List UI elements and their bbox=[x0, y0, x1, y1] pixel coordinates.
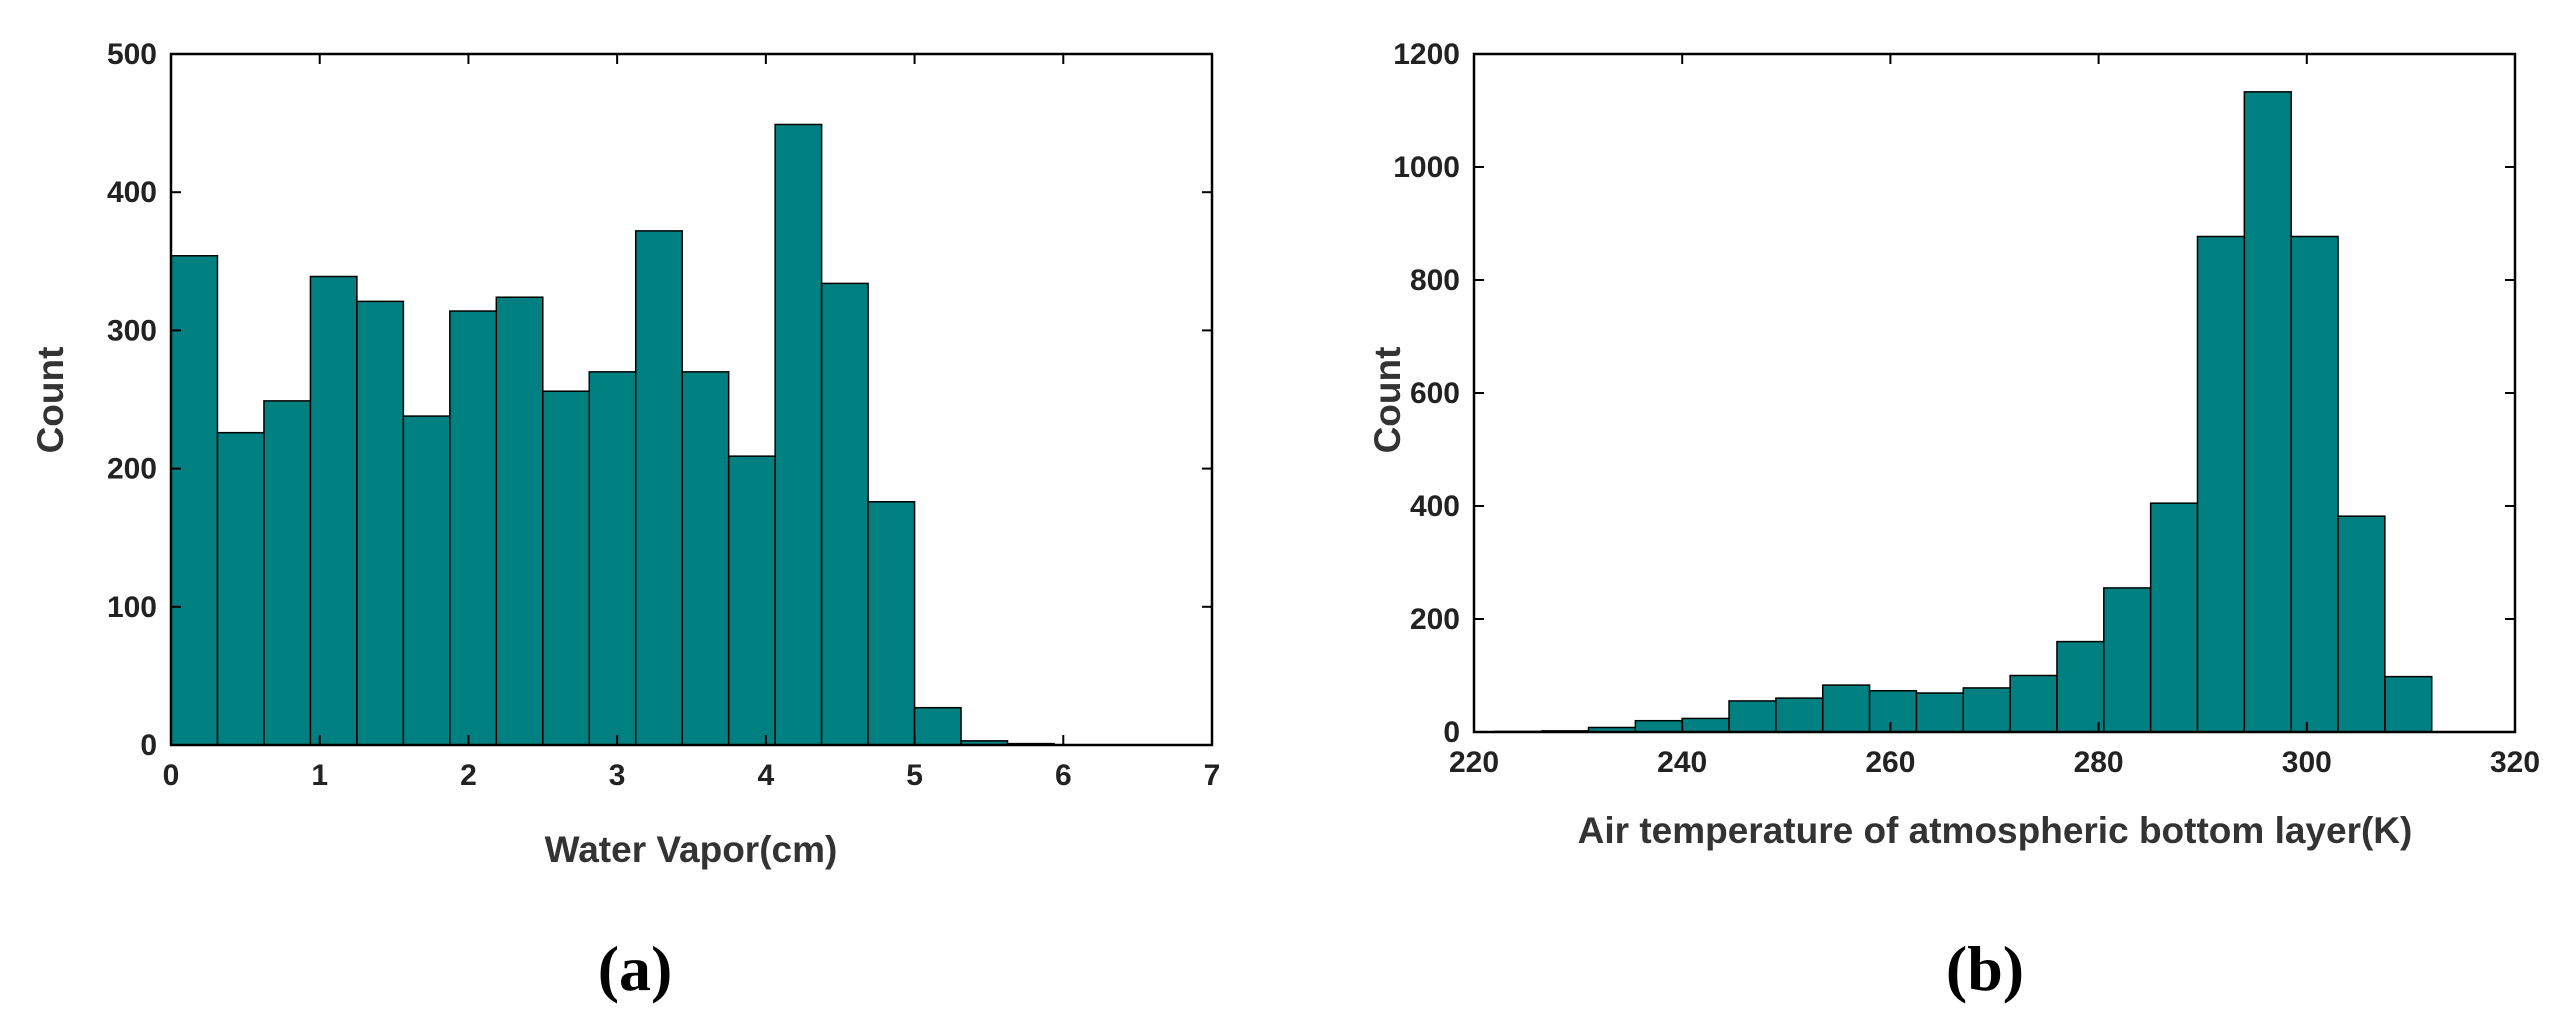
chart-b-bar bbox=[2009, 674, 2058, 733]
chart-a-bar bbox=[216, 431, 265, 746]
chart-a-y-ticks: 0 100 200 300 400 500 bbox=[107, 38, 1212, 762]
chart-a-x-tick-label: 4 bbox=[758, 759, 775, 792]
chart-a-bar bbox=[309, 275, 358, 746]
chart-b-x-tick-label: 300 bbox=[2282, 746, 2332, 779]
chart-a-x-ticks: 0 1 2 3 4 5 6 7 bbox=[163, 54, 1221, 792]
chart-b-y-tick-label: 0 bbox=[1443, 716, 1460, 749]
chart-b-x-axis-label: Air temperature of atmospheric bottom la… bbox=[1578, 810, 2413, 851]
chart-b-x-tick-label: 280 bbox=[2074, 746, 2124, 779]
chart-a-x-tick-label: 3 bbox=[609, 759, 626, 792]
chart-b-panel-label: (b) bbox=[1946, 933, 2024, 1004]
chart-a-bar bbox=[588, 371, 637, 746]
chart-b-bar bbox=[2243, 91, 2292, 733]
chart-b-bar bbox=[1681, 717, 1730, 733]
chart-a-y-tick-label: 200 bbox=[107, 453, 157, 486]
chart-a-bar bbox=[820, 282, 869, 746]
chart-a-y-tick-label: 0 bbox=[140, 729, 157, 762]
chart-b-bar bbox=[2384, 675, 2433, 733]
chart-b-bar bbox=[1962, 687, 2011, 733]
chart-a-bars bbox=[170, 123, 1055, 746]
chart-a-y-tick-label: 500 bbox=[107, 38, 157, 71]
chart-a-water-vapor-histogram: 0 1 2 3 4 5 6 7 0 100 200 300 400 500 Water Vapor(cm… bbox=[30, 38, 1220, 1004]
chart-b-bar bbox=[2290, 235, 2339, 733]
chart-a-x-tick-label: 1 bbox=[311, 759, 328, 792]
chart-a-bar bbox=[263, 400, 312, 746]
chart-a-panel-label: (a) bbox=[598, 933, 673, 1004]
chart-b-bar bbox=[2196, 235, 2246, 733]
chart-b-bar bbox=[2149, 502, 2199, 733]
chart-a-x-tick-label: 2 bbox=[460, 759, 477, 792]
chart-a-x-tick-label: 5 bbox=[906, 759, 923, 792]
chart-b-x-ticks: 220 240 260 280 300 320 bbox=[1449, 54, 2540, 779]
chart-a-y-axis-label: Count bbox=[30, 347, 71, 454]
chart-a-bar bbox=[402, 415, 451, 746]
chart-a-bar bbox=[913, 706, 962, 746]
chart-a-bar bbox=[634, 230, 683, 746]
chart-a-bar bbox=[681, 371, 730, 746]
chart-a-bar bbox=[495, 296, 544, 746]
chart-a-y-tick-label: 400 bbox=[107, 176, 157, 209]
chart-a-bar bbox=[867, 501, 916, 746]
chart-a-y-tick-label: 100 bbox=[107, 591, 157, 624]
chart-a-x-axis-label: Water Vapor(cm) bbox=[545, 829, 838, 870]
chart-a-bar bbox=[774, 123, 823, 746]
chart-a-bar bbox=[449, 310, 498, 746]
chart-a-y-tick-label: 300 bbox=[107, 314, 157, 347]
chart-b-x-tick-label: 220 bbox=[1449, 746, 1499, 779]
chart-b-x-tick-label: 240 bbox=[1657, 746, 1707, 779]
chart-b-y-ticks: 0 200 400 600 800 1000 1200 bbox=[1393, 38, 2515, 749]
chart-b-x-tick-label: 320 bbox=[2490, 746, 2540, 779]
chart-b-bar bbox=[2056, 640, 2105, 733]
chart-b-y-tick-label: 1200 bbox=[1393, 38, 1460, 71]
chart-b-y-tick-label: 800 bbox=[1410, 264, 1460, 297]
chart-a-x-tick-label: 7 bbox=[1204, 759, 1221, 792]
chart-b-y-tick-label: 1000 bbox=[1393, 151, 1460, 184]
chart-a-x-tick-label: 6 bbox=[1055, 759, 1072, 792]
chart-b-bar bbox=[2337, 515, 2386, 733]
chart-a-bar bbox=[727, 455, 776, 746]
chart-b-bars bbox=[1494, 91, 2433, 733]
chart-a-x-tick-label: 0 bbox=[163, 759, 180, 792]
chart-b-bar bbox=[1821, 684, 1871, 733]
chart-b-bar bbox=[1634, 719, 1683, 733]
chart-b-bar bbox=[1775, 697, 1824, 733]
chart-a-bar bbox=[542, 390, 591, 746]
chart-a-bar bbox=[170, 255, 219, 746]
chart-b-y-tick-label: 200 bbox=[1410, 603, 1460, 636]
chart-b-bar bbox=[2103, 587, 2152, 733]
chart-a-bar bbox=[356, 300, 405, 746]
chart-b-y-tick-label: 400 bbox=[1410, 490, 1460, 523]
chart-a-axes-frame bbox=[169, 52, 1214, 747]
chart-b-x-tick-label: 260 bbox=[1865, 746, 1915, 779]
chart-b-y-tick-label: 600 bbox=[1410, 377, 1460, 410]
chart-b-air-temperature-histogram: 220 240 260 280 300 320 0 200 400 600 800 1000 1200… bbox=[1367, 38, 2540, 1004]
chart-b-bar bbox=[1868, 690, 1918, 733]
chart-b-bar bbox=[1915, 692, 1965, 733]
chart-b-y-axis-label: Count bbox=[1367, 347, 1408, 454]
chart-b-bar bbox=[1728, 700, 1777, 733]
